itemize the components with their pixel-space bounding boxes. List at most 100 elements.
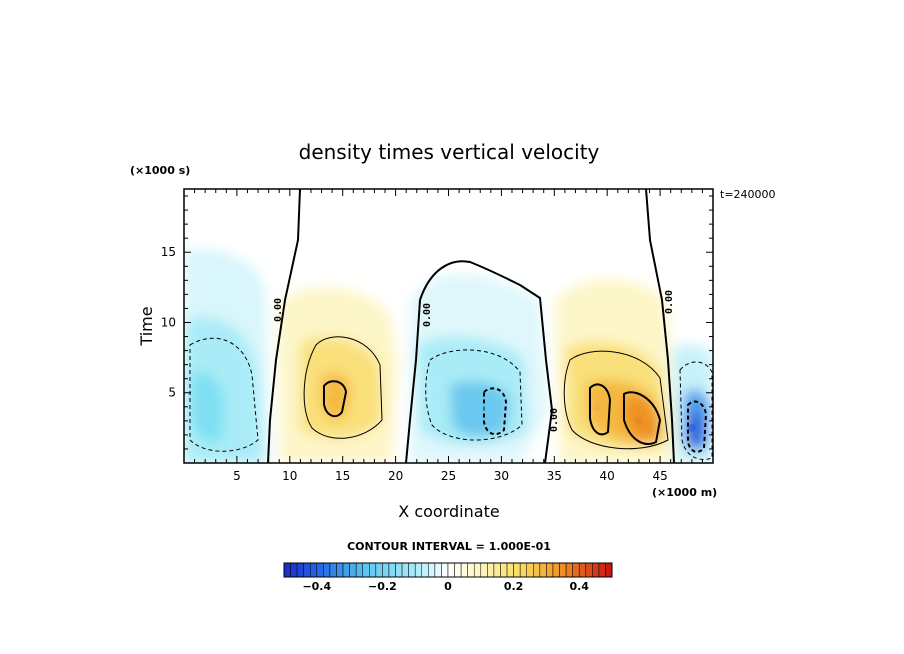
colorbar-segment: [349, 562, 357, 578]
x-tick-label: 20: [388, 469, 403, 483]
zero-contour-right: [645, 189, 675, 463]
colorbar-segment: [316, 562, 324, 578]
colorbar-segment: [572, 562, 580, 578]
colorbar-segment: [355, 562, 363, 578]
zero-contour-centre-left: [405, 299, 421, 463]
colorbar: [283, 562, 613, 578]
colorbar-tick-label: 0.4: [569, 580, 589, 593]
colorbar-segment: [565, 562, 573, 578]
colorbar-segment: [500, 562, 508, 578]
field-value-mark: [481, 402, 490, 411]
colorbar-segment: [375, 562, 383, 578]
colorbar-segment: [578, 562, 587, 578]
zero-contour-label: 0.00: [549, 408, 560, 432]
y-axis-ticks: 5 10 15: [161, 195, 713, 450]
zero-contour-labels: 0.00 0.00 0.00 0.00: [273, 290, 675, 432]
colorbar-segment: [480, 562, 488, 578]
contour-mid-left-positive-outer: [303, 336, 383, 439]
colorbar-segment: [441, 562, 449, 578]
colorbar-segment: [382, 562, 390, 578]
colorbar-segment: [369, 562, 377, 578]
contour-right-positive-outer: [563, 350, 669, 450]
x-tick-label: 30: [494, 469, 509, 483]
colorbar-segment: [473, 562, 482, 578]
contour-centre-negative-inner: [483, 387, 508, 436]
y-axis-label: Time: [137, 306, 156, 346]
colorbar-segment: [513, 562, 521, 578]
colorbar-segment: [487, 562, 495, 578]
contour-left-negative: [189, 337, 259, 452]
contour-far-right-negative-inner: [687, 400, 708, 453]
colorbar-tick-label: 0: [444, 580, 452, 593]
region-centre-negative-inner: [450, 381, 510, 437]
colorbar-segment: [546, 562, 554, 578]
colorbar-segment: [421, 562, 429, 578]
contour-right-positive-inner-a: [589, 383, 612, 436]
shading-group: [184, 248, 713, 463]
colorbar-segment: [447, 562, 455, 578]
contour-lines: [189, 189, 713, 463]
colorbar-segment: [428, 562, 436, 578]
contour-right-positive-inner-b: [623, 391, 662, 445]
zero-contour-label: 0.00: [422, 303, 433, 327]
colorbar-segment: [303, 562, 311, 578]
y-unit-label: (×1000 s): [130, 164, 190, 177]
colorbar-segment: [296, 562, 304, 578]
colorbar-segment: [329, 562, 337, 578]
colorbar-segment: [506, 562, 514, 578]
colorbar-segment: [493, 562, 501, 578]
x-unit-label: (×1000 m): [652, 486, 717, 499]
value-marks: [201, 388, 696, 432]
colorbar-segment: [552, 562, 560, 578]
zero-contour-label: 0.00: [273, 298, 284, 322]
x-axis-label: X coordinate: [398, 502, 499, 521]
colorbar-segment: [467, 562, 475, 578]
colorbar-segment: [336, 562, 344, 578]
region-far-right-negative-inner: [688, 411, 704, 450]
colorbar-segment: [460, 562, 468, 578]
colorbar-segment: [539, 562, 547, 578]
colorbar-segment: [283, 562, 291, 578]
colorbar-segment: [290, 562, 298, 578]
chart-title: density times vertical velocity: [299, 140, 600, 164]
zero-contour-label: 0.00: [664, 290, 675, 314]
x-tick-label: 40: [600, 469, 615, 483]
x-tick-label: 10: [282, 469, 297, 483]
contour-far-right-negative: [679, 361, 713, 460]
colorbar-segment: [598, 562, 606, 578]
field-layer: [184, 189, 713, 463]
field-value-mark: [201, 402, 210, 411]
colorbar-ticks: −0.4 −0.2 0 0.2 0.4: [302, 580, 589, 593]
colorbar-segment: [519, 562, 527, 578]
colorbar-segment: [585, 562, 593, 578]
colorbar-segment: [362, 562, 370, 578]
field-value-mark: [634, 416, 643, 425]
colorbar-tick-label: 0.2: [504, 580, 524, 593]
colorbar-segment: [388, 562, 396, 578]
colorbar-segment: [408, 562, 416, 578]
colorbar-segment: [309, 562, 318, 578]
y-tick-label: 15: [161, 245, 176, 259]
colorbar-segment: [454, 562, 462, 578]
y-tick-label: 10: [161, 315, 176, 329]
x-tick-label: 15: [335, 469, 350, 483]
contour-mid-left-positive-inner: [323, 380, 348, 418]
x-tick-label: 35: [547, 469, 562, 483]
y-tick-label: 5: [168, 386, 176, 400]
contour-interval-text: CONTOUR INTERVAL = 1.000E-01: [347, 540, 551, 553]
colorbar-segment: [342, 562, 350, 578]
colorbar-segment: [323, 562, 331, 578]
colorbar-segment: [434, 562, 442, 578]
field-value-mark: [687, 423, 696, 432]
colorbar-segment: [559, 562, 567, 578]
colorbar-tick-label: −0.2: [368, 580, 397, 593]
field-value-mark: [592, 402, 601, 411]
colorbar-segment: [401, 562, 409, 578]
colorbar-segment: [395, 562, 403, 578]
zero-contour-left: [267, 189, 301, 463]
colorbar-frame: [283, 562, 613, 578]
x-tick-label: 45: [652, 469, 667, 483]
time-annotation: t=240000: [720, 188, 776, 201]
x-tick-label: 5: [233, 469, 241, 483]
